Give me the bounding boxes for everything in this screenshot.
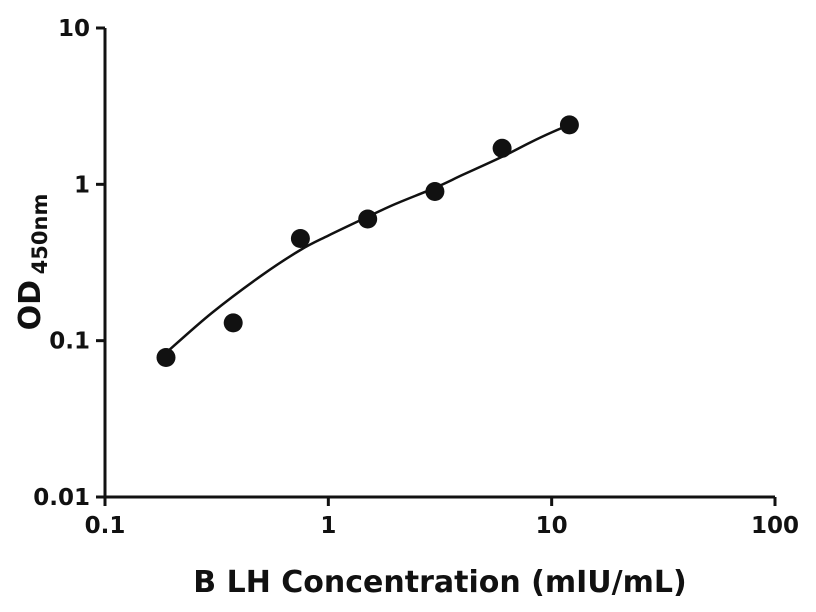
axes [103, 28, 775, 499]
data-point [425, 182, 445, 201]
data-point [492, 138, 512, 158]
y-tick-label: 10 [58, 16, 90, 42]
data-point [559, 115, 579, 135]
data-point [223, 313, 243, 333]
y-axis-title: OD 450nm [13, 194, 52, 331]
x-tick-label: 10 [536, 513, 568, 539]
fit-curve [166, 123, 570, 353]
x-axis-title: B LH Concentration (mIU/mL) [193, 565, 686, 600]
y-tick-label: 0.01 [33, 485, 90, 511]
data-point [290, 229, 310, 248]
y-tick-label: 1 [74, 172, 90, 198]
x-tick-label: 1 [320, 513, 336, 539]
data-point [358, 209, 378, 229]
y-axis-title-subscript: 450nm [28, 194, 52, 275]
y-tick-label: 0.1 [49, 329, 90, 355]
x-tick-label: 100 [751, 513, 799, 539]
x-tick-label: 0.1 [85, 513, 126, 539]
data-point [156, 348, 176, 367]
y-axis-title-main: OD [13, 280, 48, 330]
